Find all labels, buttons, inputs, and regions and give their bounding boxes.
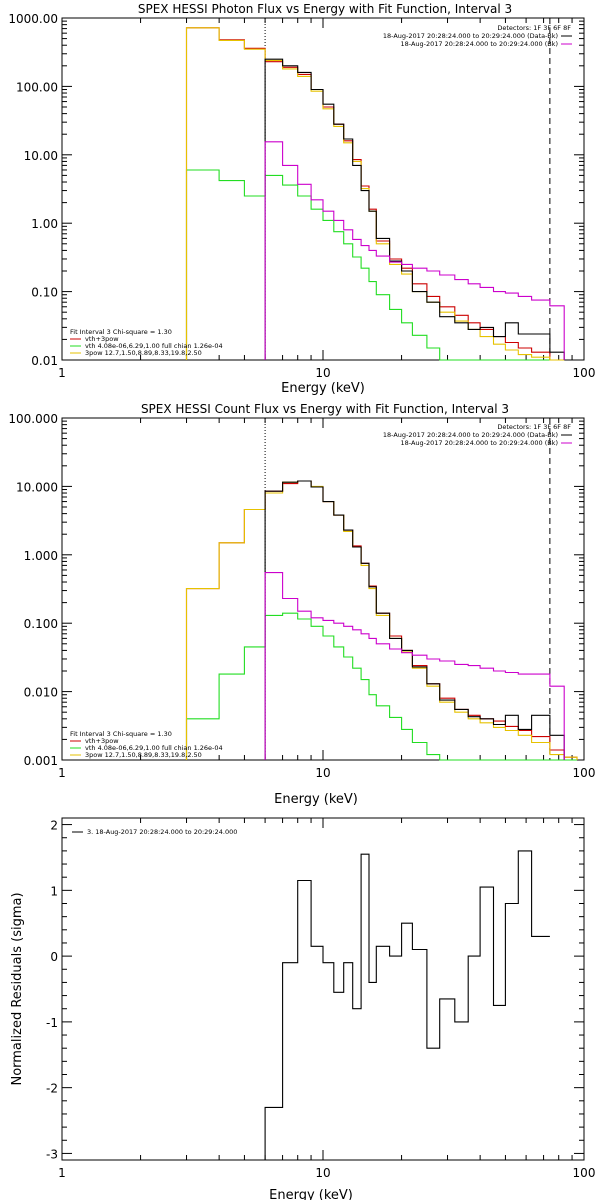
count-flux-legend-3pow: 3pow 12.7,1.50,8.89,8.33,19.8,2.50	[85, 751, 202, 759]
photon-flux-legend-vth: vth 4.08e-06,6.29,1.00 full chian 1.26e-…	[85, 342, 223, 350]
photon-flux-detectors-label: Detectors: 1F 3F 6F 8F	[497, 24, 571, 32]
residuals-xlabel: Energy (keV)	[269, 1188, 353, 1200]
series-vth	[185, 169, 565, 361]
y-tick-label: 100.00	[16, 80, 58, 94]
residuals-series	[264, 850, 550, 1160]
y-tick-label: 0.001	[24, 754, 58, 768]
x-tick-label: 10	[315, 1166, 330, 1180]
count-flux-ticks: 1 10 100 100.000 10.000 1.000 0.100 0.010 0.001	[8, 412, 595, 780]
y-tick-label: 1	[50, 884, 58, 898]
x-tick-label: 100	[573, 1166, 596, 1180]
count-flux-legend-data-bk: 18-Aug-2017 20:28:24.000 to 20:29:24.000…	[383, 431, 558, 439]
x-tick-label: 1	[58, 1166, 66, 1180]
series-bk	[264, 572, 565, 760]
y-tick-label: 0.10	[31, 286, 58, 300]
series-data-bk	[264, 58, 565, 360]
count-flux-series	[185, 480, 578, 761]
photon-flux-series	[185, 27, 565, 361]
count-flux-legend-top-right: Detectors: 1F 3F 6F 8F 18-Aug-2017 20:28…	[383, 423, 572, 447]
y-tick-label: -1	[46, 1016, 58, 1030]
series-vth	[185, 612, 577, 761]
count-flux-legend-vth3pow: vth+3pow	[85, 737, 119, 745]
series-bk	[264, 141, 565, 360]
x-tick-label: 1	[58, 366, 66, 380]
x-tick-label: 10	[315, 366, 330, 380]
photon-flux-legend-3pow: 3pow 12.7,1.50,8.89,8.33,19.8,2.50	[85, 349, 202, 357]
photon-flux-legend-bk: 18-Aug-2017 20:28:24.000 to 20:29:24.000…	[401, 40, 558, 48]
series-3-18-aug-2017-20-28-24-000-to-20-29-24-000	[264, 850, 550, 1160]
y-tick-label: 0.010	[24, 686, 58, 700]
photon-flux-legend-top-right: Detectors: 1F 3F 6F 8F 18-Aug-2017 20:28…	[383, 24, 572, 48]
count-flux-fit-header: Fit Interval 3 Chi-square = 1.30	[70, 730, 172, 738]
residuals-panel: Normalized Residuals (sigma) Energy (keV…	[10, 817, 595, 1200]
photon-flux-legend-data-bk: 18-Aug-2017 20:28:24.000 to 20:29:24.000…	[383, 32, 558, 40]
photon-flux-panel: SPEX HESSI Photon Flux vs Energy with Fi…	[8, 2, 595, 396]
y-tick-label: -3	[46, 1147, 58, 1161]
x-tick-label: 10	[315, 766, 330, 780]
count-flux-vlines	[264, 418, 551, 760]
y-tick-label: 0	[50, 950, 58, 964]
photon-flux-plot-frame	[61, 17, 585, 361]
residuals-legend: 3. 18-Aug-2017 20:28:24.000 to 20:29:24.…	[72, 828, 237, 836]
photon-flux-ticks: 1 10 100 1000.00 100.00 10.00 1.00 0.10 0.01	[8, 12, 595, 380]
y-tick-label: 100.000	[8, 412, 58, 426]
y-tick-label: 10.000	[16, 480, 58, 494]
y-tick-label: 1000.00	[8, 12, 58, 26]
count-flux-legend-bottom-left: Fit Interval 3 Chi-square = 1.30 vth+3po…	[70, 730, 223, 759]
count-flux-panel: SPEX HESSI Count Flux vs Energy with Fit…	[8, 402, 595, 807]
count-flux-detectors-label: Detectors: 1F 3F 6F 8F	[497, 423, 571, 431]
x-tick-label: 100	[573, 766, 596, 780]
y-tick-label: 10.00	[24, 149, 58, 163]
y-tick-label: 2	[50, 819, 58, 833]
count-flux-legend-bk: 18-Aug-2017 20:28:24.000 to 20:29:24.000…	[401, 439, 558, 447]
count-flux-plot-frame	[61, 417, 585, 761]
series-data-bk	[264, 480, 565, 760]
y-tick-label: 1.000	[24, 549, 58, 563]
photon-flux-fit-header: Fit Interval 3 Chi-square = 1.30	[70, 328, 172, 336]
photon-flux-vlines	[264, 18, 551, 360]
count-flux-title: SPEX HESSI Count Flux vs Energy with Fit…	[141, 402, 509, 416]
count-flux-xlabel: Energy (keV)	[274, 792, 358, 807]
y-tick-label: 1.00	[31, 217, 58, 231]
series-3pow	[185, 27, 565, 361]
y-tick-label: 0.01	[31, 354, 58, 368]
photon-flux-title: SPEX HESSI Photon Flux vs Energy with Fi…	[138, 2, 512, 16]
x-tick-label: 100	[573, 366, 596, 380]
photon-flux-xlabel: Energy (keV)	[281, 381, 365, 396]
x-tick-label: 1	[58, 766, 66, 780]
y-tick-label: 0.100	[24, 617, 58, 631]
photon-flux-legend-vth3pow: vth+3pow	[85, 335, 119, 343]
residuals-ylabel: Normalized Residuals (sigma)	[10, 892, 25, 1085]
series-vth-3pow	[185, 27, 565, 361]
count-flux-legend-vth: vth 4.08e-06,6.29,1.00 full chian 1.26e-…	[85, 744, 223, 752]
residuals-legend-label: 3. 18-Aug-2017 20:28:24.000 to 20:29:24.…	[87, 828, 237, 836]
photon-flux-legend-bottom-left: Fit Interval 3 Chi-square = 1.30 vth+3po…	[70, 328, 223, 357]
y-tick-label: -2	[46, 1082, 58, 1096]
